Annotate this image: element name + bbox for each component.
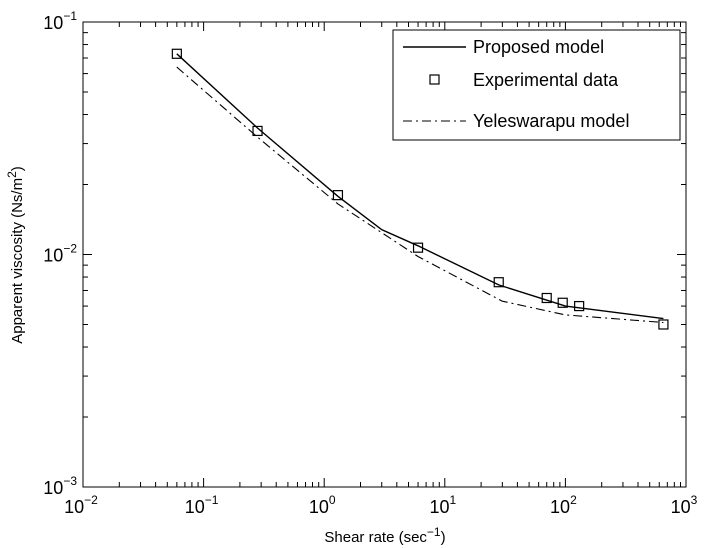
legend-label-experimental-data: Experimental data	[473, 70, 619, 90]
legend-swatch-experimental-data	[429, 74, 440, 85]
data-point-experimental-data	[574, 300, 585, 312]
y-tick-label: 10−1	[43, 9, 77, 33]
x-tick-label: 102	[550, 493, 577, 517]
data-point-experimental-data	[493, 277, 504, 288]
legend-label-yeleswarapu-model: Yeleswarapu model	[473, 111, 629, 131]
y-tick-label: 10−2	[43, 242, 77, 266]
data-point-experimental-data	[171, 48, 182, 59]
x-tick-label: 101	[429, 493, 456, 517]
legend-label-proposed-model: Proposed model	[473, 37, 604, 57]
y-tick-label: 10−3	[43, 474, 77, 498]
x-axis-label: Shear rate (sec−1)	[324, 525, 445, 546]
legend: Proposed model Experimental data Yeleswa…	[392, 29, 681, 141]
x-tick-label: 10−1	[185, 493, 219, 517]
data-point-experimental-data	[252, 125, 263, 137]
x-tick-label: 103	[671, 493, 698, 517]
y-axis-label: Apparent viscosity (Ns/m2)	[5, 166, 26, 344]
data-point-experimental-data	[557, 297, 568, 308]
x-tick-label: 100	[309, 493, 336, 517]
data-point-experimental-data	[412, 242, 424, 253]
x-tick-label: 10−2	[64, 493, 98, 517]
series-line-yeleswarapu-model	[176, 66, 664, 324]
data-point-experimental-data	[332, 190, 344, 201]
data-point-experimental-data	[658, 319, 669, 330]
series-line-proposed-model	[176, 53, 664, 320]
legend-box	[392, 29, 681, 141]
data-point-experimental-data	[541, 292, 552, 304]
series-layer	[171, 48, 669, 330]
